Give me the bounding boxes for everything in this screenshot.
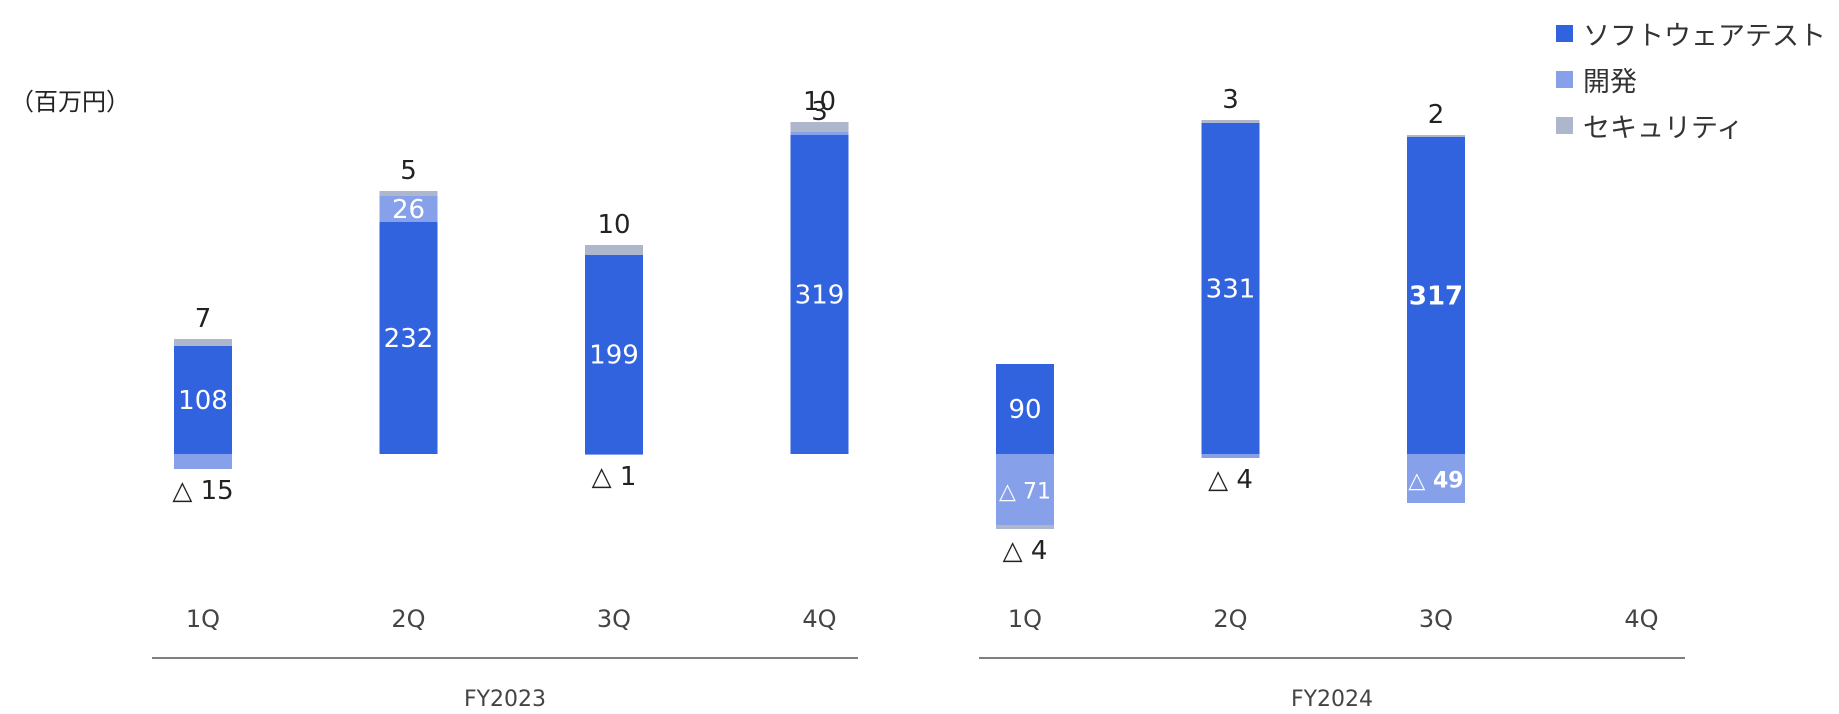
legend-swatch-software-test [1556,24,1573,42]
x-tick-label-FY2023-2Q: 2Q [391,605,425,633]
data-label-FY2023-2Q-s2: 5 [400,156,417,186]
bar-FY2024-2Q-s1 [1201,454,1260,458]
x-tick-label-FY2024-3Q: 3Q [1419,605,1453,633]
bar-FY2024-1Q-s2 [996,525,1054,529]
data-label-FY2024-3Q-s0: 317 [1409,282,1463,312]
data-label-FY2023-4Q-s2: 10 [803,87,836,117]
legend: ソフトウェアテスト 開発 セキュリティ [1556,10,1826,148]
legend-item-security: セキュリティ [1556,102,1826,148]
bar-FY2023-2Q-s0 [379,222,438,454]
data-label-FY2023-1Q-s0: 108 [178,386,228,416]
data-label-FY2024-2Q-s1: △ 4 [1208,465,1253,495]
bar-FY2023-1Q-s0 [174,346,232,454]
x-tick-label-FY2023-3Q: 3Q [597,605,631,633]
data-label-FY2023-2Q-s1: 26 [392,195,425,225]
bar-FY2023-3Q-s0 [585,255,643,454]
data-label-FY2024-1Q-s2: △ 4 [1003,536,1048,566]
bar-FY2023-3Q-s2 [585,245,643,255]
bar-FY2024-3Q-s2 [1407,135,1465,137]
group-label-FY2024: FY2024 [1291,687,1373,712]
x-tick-label-FY2024-2Q: 2Q [1213,605,1247,633]
data-label-FY2024-2Q-s2: 3 [1222,85,1239,115]
data-label-FY2024-2Q-s0: 331 [1206,275,1256,305]
bar-FY2023-2Q-s1 [379,196,438,222]
x-tick-label-FY2023-4Q: 4Q [802,605,836,633]
bar-FY2024-3Q-s0 [1407,137,1465,454]
x-tick-label-FY2024-4Q: 4Q [1624,605,1658,633]
legend-label-security: セキュリティ [1583,112,1744,144]
bar-FY2024-1Q-s1 [996,454,1054,525]
bar-FY2024-2Q-s0 [1201,123,1260,454]
bar-FY2023-4Q-s1 [790,132,849,135]
data-label-FY2023-3Q-s1: △ 1 [592,462,637,492]
x-tick-label-FY2023-1Q: 1Q [186,605,220,633]
data-label-FY2023-1Q-s2: 7 [195,304,212,334]
bar-FY2024-3Q-s1 [1407,454,1465,503]
data-label-FY2024-3Q-s2: 2 [1428,100,1445,130]
data-label-FY2023-3Q-s0: 199 [589,341,639,371]
bar-FY2023-4Q-s0 [790,135,849,454]
bar-FY2023-4Q-s2 [790,122,849,132]
legend-label-development: 開発 [1583,66,1637,98]
data-label-FY2024-3Q-s1: △ 49 [1408,469,1463,494]
legend-item-development: 開発 [1556,56,1826,102]
data-label-FY2023-4Q-s1: 3 [811,97,828,127]
bar-FY2023-2Q-s2 [379,191,438,196]
data-label-FY2024-1Q-s0: 90 [1008,395,1041,425]
bar-FY2024-1Q-s0 [996,364,1054,454]
group-label-FY2023: FY2023 [464,687,546,712]
legend-swatch-security [1556,116,1573,134]
bar-FY2024-2Q-s2 [1201,120,1260,123]
legend-label-software-test: ソフトウェアテスト [1583,20,1826,52]
data-label-FY2023-2Q-s0: 232 [384,324,434,354]
bar-FY2023-1Q-s2 [174,339,232,346]
data-label-FY2023-4Q-s0: 319 [795,281,845,311]
data-label-FY2024-1Q-s1: △ 71 [999,480,1051,505]
x-tick-label-FY2024-1Q: 1Q [1008,605,1042,633]
legend-item-software-test: ソフトウェアテスト [1556,10,1826,56]
data-label-FY2023-1Q-s1: △ 15 [172,476,233,506]
bar-FY2023-3Q-s1 [585,454,643,455]
unit-label: （百万円） [10,88,130,116]
data-label-FY2023-3Q-s2: 10 [597,210,630,240]
bar-FY2023-1Q-s1 [174,454,232,469]
legend-swatch-development [1556,70,1573,88]
